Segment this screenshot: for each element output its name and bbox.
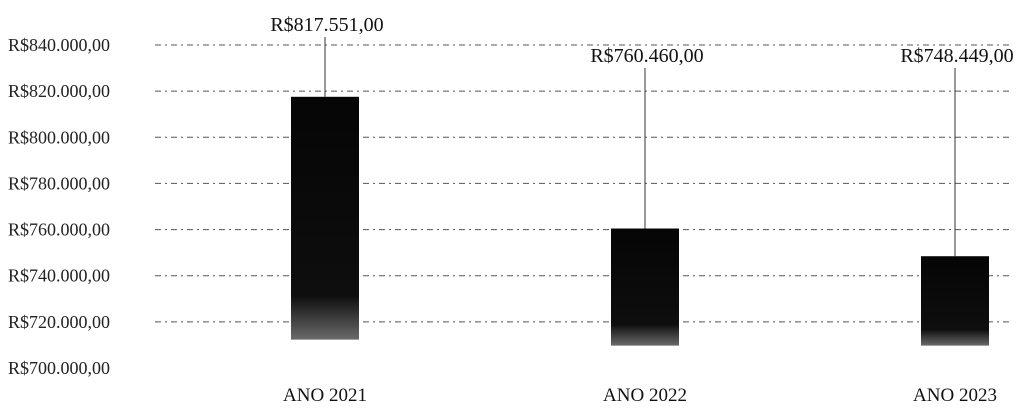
y-tick-label: R$780.000,00 [8, 173, 110, 193]
data-labels: R$817.551,00 R$760.460,00 R$748.449,00 [270, 14, 1014, 257]
gridlines [155, 44, 1010, 323]
x-tick-label: ANO 2023 [913, 385, 997, 406]
bar-ano-2021 [291, 96, 359, 340]
bars [291, 96, 989, 346]
y-tick-label: R$840.000,00 [8, 35, 110, 55]
x-axis: ANO 2021 ANO 2022 ANO 2023 [283, 385, 997, 406]
y-tick-label: R$720.000,00 [8, 312, 110, 332]
y-tick-label: R$740.000,00 [8, 266, 110, 286]
bar-ano-2023 [921, 256, 989, 346]
x-tick-label: ANO 2021 [283, 385, 367, 406]
bar-ano-2022 [611, 228, 679, 346]
y-tick-label: R$820.000,00 [8, 81, 110, 101]
x-tick-label: ANO 2022 [603, 385, 687, 406]
data-label: R$748.449,00 [900, 45, 1013, 67]
y-tick-label: R$700.000,00 [8, 358, 110, 378]
data-label: R$817.551,00 [270, 14, 383, 36]
y-axis: R$840.000,00 R$820.000,00 R$800.000,00 R$78… [8, 35, 110, 378]
data-label: R$760.460,00 [590, 45, 703, 67]
y-tick-label: R$800.000,00 [8, 127, 110, 147]
y-tick-label: R$760.000,00 [8, 220, 110, 240]
